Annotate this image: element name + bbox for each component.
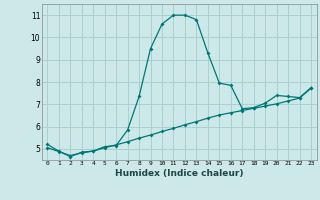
X-axis label: Humidex (Indice chaleur): Humidex (Indice chaleur) [115, 169, 244, 178]
